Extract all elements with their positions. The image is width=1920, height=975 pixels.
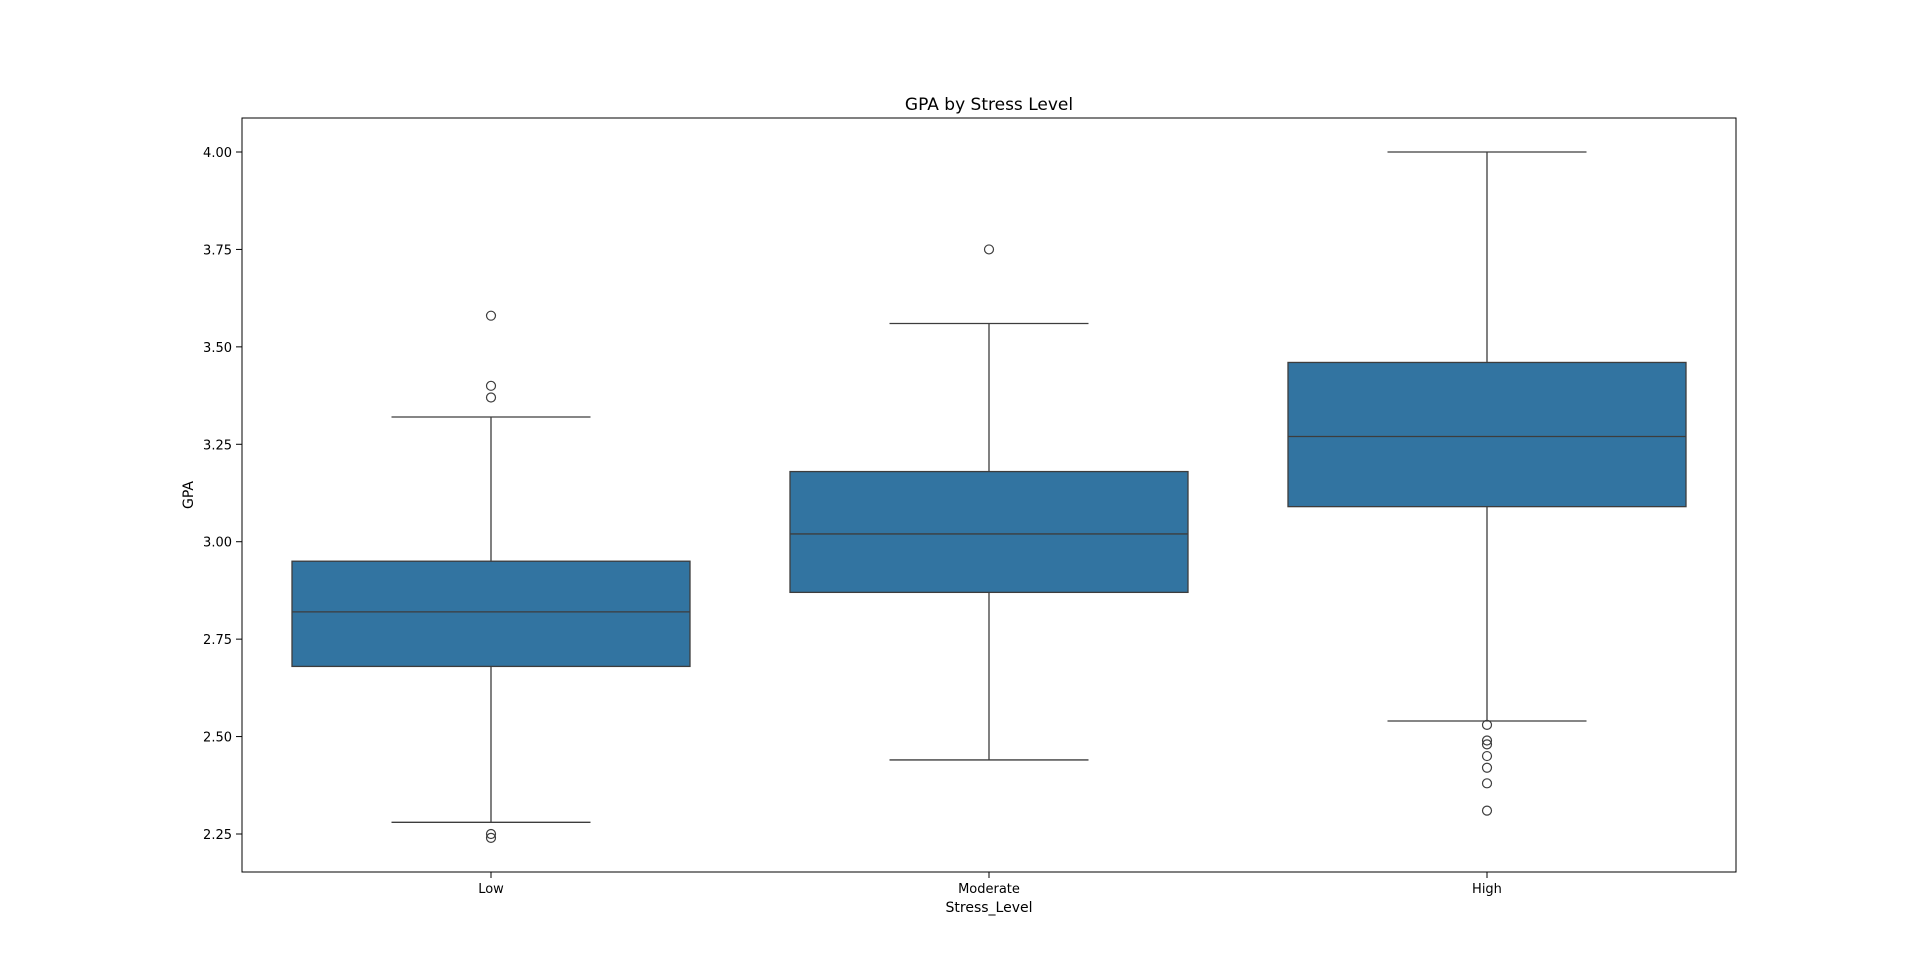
outlier-point-moderate [983,244,995,255]
outlier-point-high [1481,735,1493,746]
y-tick-label: 3.75 [203,243,232,258]
outlier-point-low [485,380,497,391]
y-tick-label: 3.50 [203,341,232,356]
outlier-point-high [1481,805,1493,816]
x-tick-label: High [1472,882,1502,897]
x-tick-label: Moderate [958,882,1020,897]
outlier-point-high [1481,719,1493,730]
outlier-point-high [1481,762,1493,773]
outlier-point-high [1481,739,1493,750]
x-axis-label: Stress_Level [946,900,1033,916]
box-low [291,560,691,668]
chart-title: GPA by Stress Level [905,95,1073,115]
y-tick-label: 3.25 [203,438,232,453]
box-moderate [789,470,1189,594]
outlier-point-high [1481,778,1493,789]
outlier-point-low [485,828,497,840]
y-tick-label: 2.75 [203,633,232,648]
outlier-point-low [485,310,497,321]
outlier-point-high [1481,750,1493,762]
x-tick-label: Low [478,882,504,897]
y-tick-label: 4.00 [203,146,232,161]
plot-frame [241,117,1737,873]
outlier-point-low [485,832,497,843]
outlier-point-low [485,392,497,403]
y-axis-label: GPA [181,481,197,509]
box-high [1287,361,1687,508]
y-tick-label: 2.25 [203,828,232,843]
y-tick-label: 3.00 [203,536,232,551]
plot-area: 2.25 2.50 2.75 3.00 3.25 3.50 3.75 4.00 Low Moder… [203,146,1687,897]
y-tick-label: 2.50 [203,731,232,746]
